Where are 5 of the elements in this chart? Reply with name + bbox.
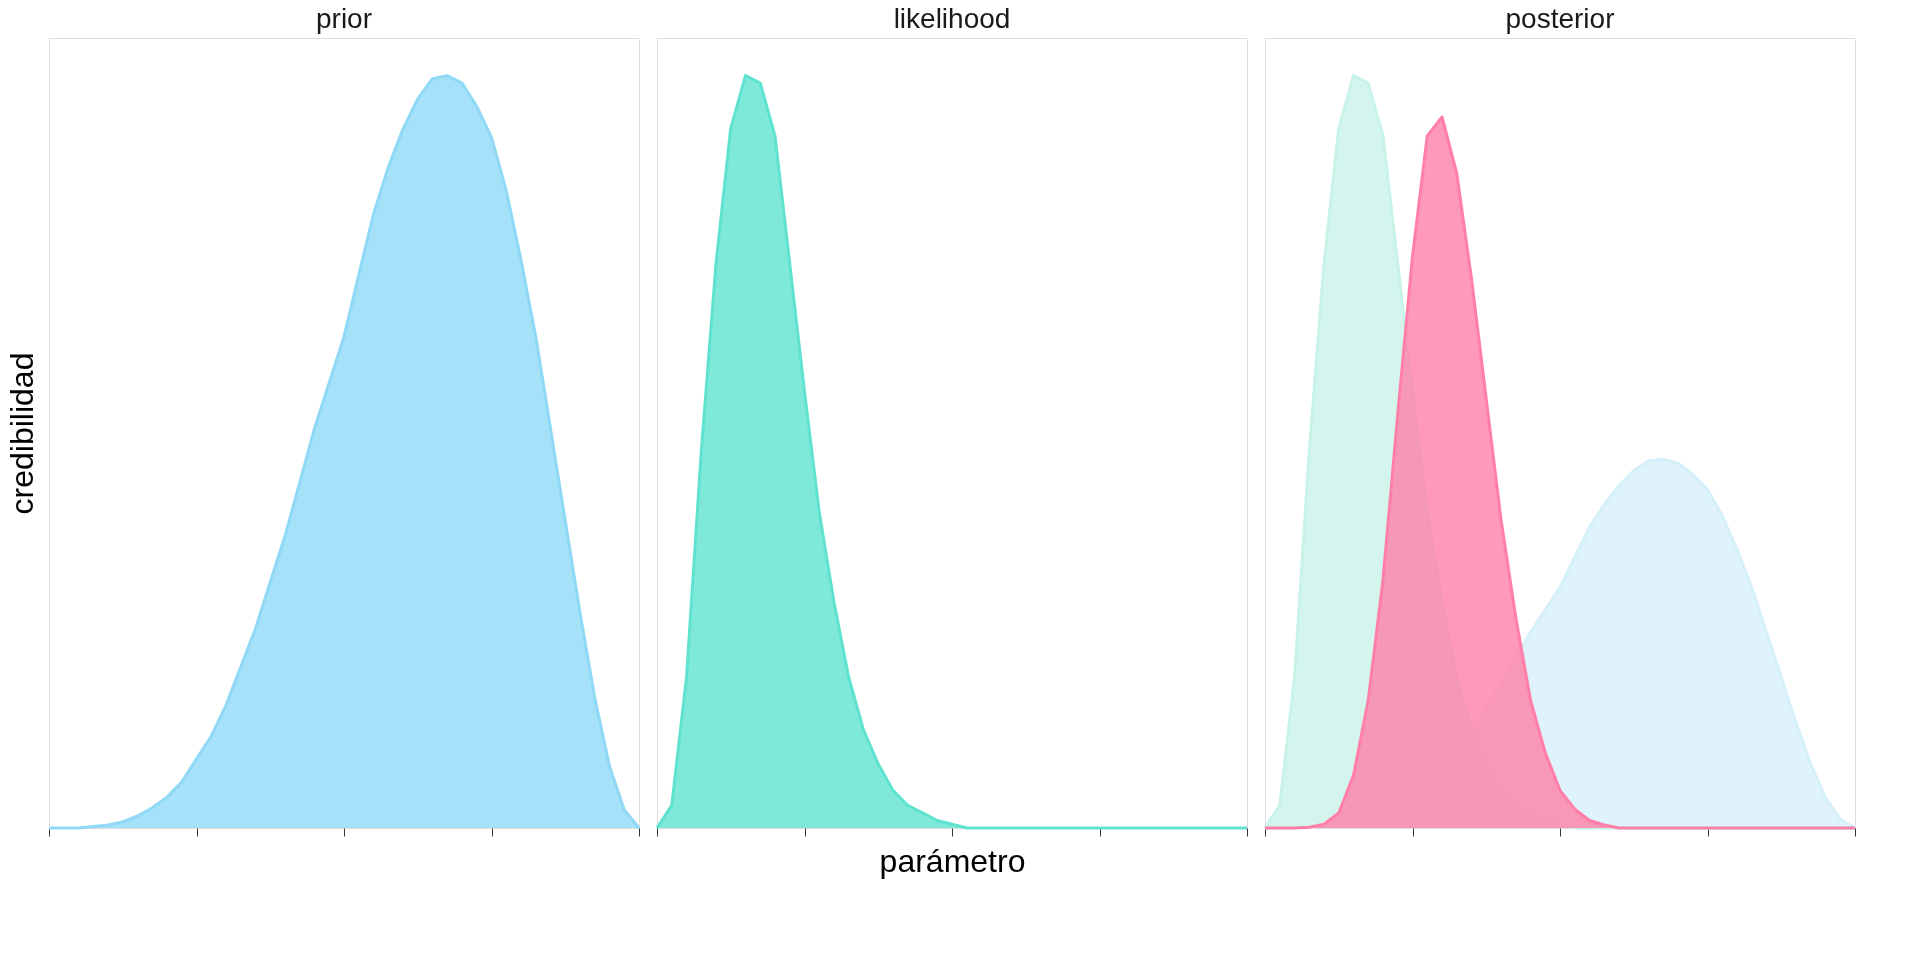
chart-title: prior: [315, 3, 373, 34]
chart-title: posterior: [1505, 3, 1615, 34]
y-axis-title: credibilidad: [3, 352, 40, 515]
x-axis-title: parámetro: [879, 843, 1026, 879]
chart-title: likelihood: [893, 3, 1011, 34]
